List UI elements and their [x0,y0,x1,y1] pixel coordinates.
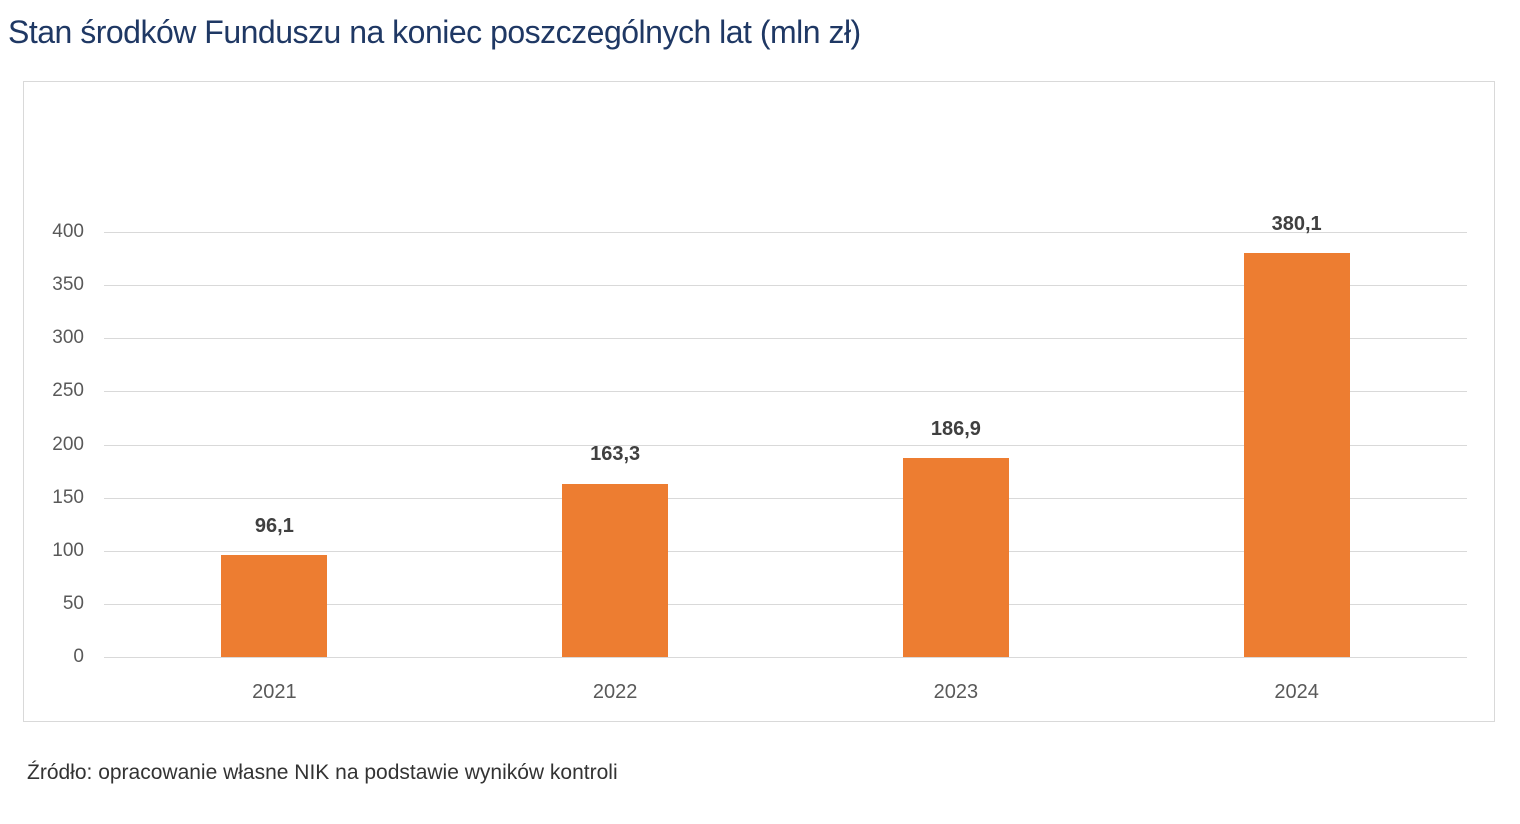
x-tick-label: 2021 [252,681,297,703]
y-tick-label: 250 [52,380,84,402]
y-tick-label: 50 [62,592,84,614]
y-tick-label: 200 [52,433,84,455]
gridline [104,497,1467,499]
bar-2021 [221,554,328,657]
gridline [104,444,1467,446]
y-tick-label: 350 [52,274,84,296]
gridline [104,391,1467,393]
x-tick-label: 2023 [933,681,979,703]
x-tick-label: 2022 [592,681,638,703]
gridline [104,550,1467,552]
y-tick-label: 100 [52,539,84,561]
plot-area: 96,1 163,3 186,9 380,1 [104,213,1467,658]
source-note: Źródło: opracowanie własne NIK na podsta… [27,761,618,784]
bar-value-label: 96,1 [254,514,294,537]
x-tick-label: 2024 [1274,681,1319,703]
bar-2022 [562,483,669,657]
gridline [104,232,1467,233]
y-tick-label: 150 [52,486,84,508]
gridline [104,603,1467,605]
gridline [104,657,1467,658]
gridline [104,285,1467,287]
bar-2024 [1243,253,1350,657]
chart-title: Stan środków Funduszu na koniec poszczeg… [8,14,861,50]
y-tick-label: 300 [52,327,84,349]
y-tick-label: 400 [52,221,84,242]
gridline [104,338,1467,340]
bar-value-label: 380,1 [1271,213,1322,236]
bar-value-label: 186,9 [930,418,981,441]
y-tick-label: 0 [73,646,84,667]
bar-2023 [902,458,1009,657]
bar-value-label: 163,3 [590,443,641,466]
